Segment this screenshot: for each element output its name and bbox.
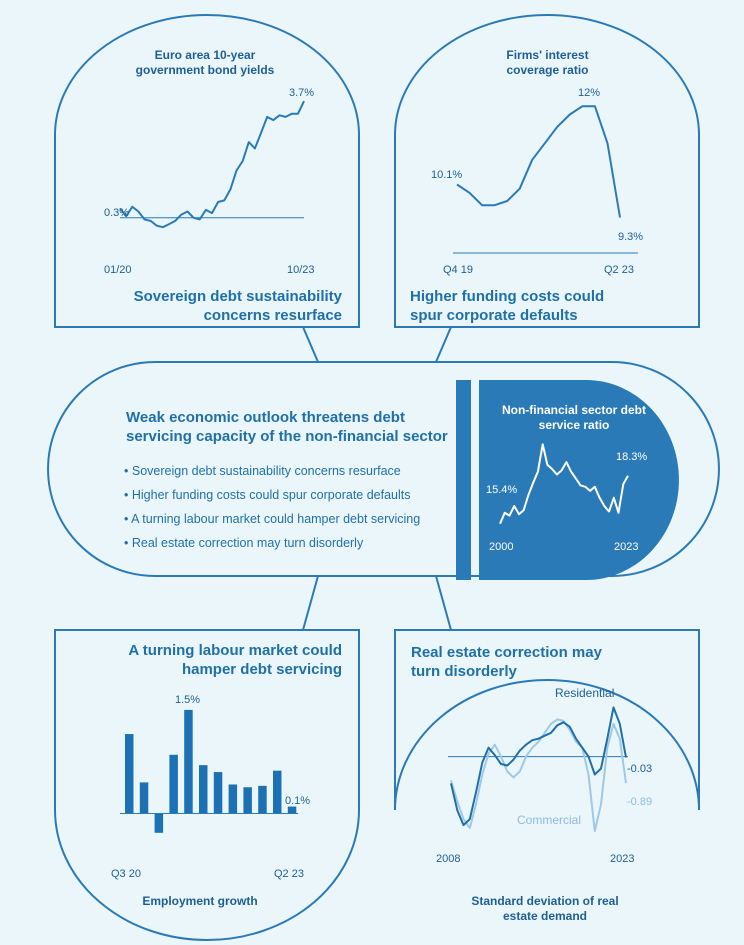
connector-bottom-left: [302, 575, 319, 631]
real-estate-demand-chart: [448, 706, 628, 833]
bond-yields-end-label: 3.7%: [289, 87, 315, 99]
center-bullet-2: • Higher funding costs could spur corpor…: [124, 488, 411, 502]
bond-yields-caption: Sovereign debt sustainability concerns r…: [133, 288, 342, 324]
employment-growth-x-start: Q3 20: [111, 868, 141, 880]
bond-yields-line: [119, 100, 305, 229]
debt-service-ratio-x-end: 2023: [614, 541, 639, 553]
interest-coverage-end-label: 9.3%: [618, 231, 644, 243]
center-bullet-1: • Sovereign debt sustainability concerns…: [124, 464, 401, 478]
employment-growth-bar: [273, 770, 282, 814]
center-pill: [47, 361, 720, 577]
center-bullet-list: • Sovereign debt sustainability concerns…: [124, 459, 454, 555]
bond-yields-start-label: 0.3%: [104, 207, 130, 219]
employment-growth-title: A turning labour market could hamper deb…: [128, 642, 342, 678]
connector-top-left: [302, 326, 319, 363]
interest-coverage-peak-label: 12%: [578, 87, 601, 99]
bond-yields-x-start: 01/20: [104, 264, 132, 276]
employment-growth-bar: [228, 784, 238, 814]
real-estate-caption: Standard deviation of real estate demand: [471, 894, 619, 923]
employment-growth-bar: [258, 785, 267, 814]
real-estate-x-end: 2023: [610, 853, 635, 865]
employment-growth-peak-label: 1.5%: [175, 694, 201, 706]
connector-bottom-right: [435, 575, 452, 631]
commercial-line: [450, 718, 627, 833]
employment-growth-x-end: Q2 23: [274, 868, 304, 880]
center-bullet-3: • A turning labour market could hamper d…: [124, 512, 421, 526]
interest-coverage-x-start: Q4 19: [443, 264, 473, 276]
employment-growth-bar: [199, 765, 208, 814]
employment-growth-bar: [184, 709, 193, 814]
center-bullet-4: • Real estate correction may turn disord…: [124, 536, 364, 550]
debt-service-ratio-x-start: 2000: [489, 541, 514, 553]
interest-coverage-start-label: 10.1%: [431, 169, 463, 181]
center-chart-panel: [479, 380, 679, 580]
commercial-series-label: Commercial: [517, 813, 582, 827]
residential-line: [450, 706, 627, 827]
debt-service-ratio-start-label: 15.4%: [486, 484, 518, 496]
connector-top-right: [435, 326, 452, 363]
center-title: Weak economic outlook threatens debt ser…: [126, 409, 448, 445]
employment-growth-bar: [139, 782, 149, 814]
commercial-end-label: -0.89: [627, 796, 653, 808]
bond-yields-title: Euro area 10-year government bond yields: [135, 48, 275, 77]
employment-growth-end-label: 0.1%: [285, 795, 311, 807]
employment-growth-chart: [120, 709, 298, 833]
debt-service-ratio-chart: [499, 443, 629, 525]
real-estate-x-start: 2008: [436, 853, 461, 865]
debt-service-ratio-title: Non-financial sector debt service ratio: [501, 403, 647, 432]
residential-end-label: -0.03: [627, 763, 653, 775]
interest-coverage-x-end: Q2 23: [604, 264, 634, 276]
real-estate-title: Real estate correction may turn disorder…: [411, 644, 602, 680]
center-divider-bar: [456, 380, 471, 580]
employment-growth-caption: Employment growth: [142, 894, 258, 908]
employment-growth-bar: [213, 772, 223, 814]
bond-yields-chart: [119, 100, 305, 229]
employment-growth-bar: [243, 787, 252, 814]
interest-coverage-caption: Higher funding costs could spur corporat…: [410, 288, 605, 324]
interest-coverage-title: Firms' interest coverage ratio: [506, 48, 589, 77]
top-right-bubble: [394, 14, 700, 328]
residential-series-label: Residential: [555, 686, 615, 700]
bottom-left-bubble: [54, 629, 360, 941]
employment-growth-bar: [169, 754, 178, 814]
employment-growth-bar: [154, 813, 164, 833]
top-left-bubble: [54, 14, 360, 328]
interest-coverage-line: [456, 105, 621, 218]
employment-growth-bar: [125, 734, 134, 814]
interest-coverage-chart: [453, 105, 638, 254]
bottom-right-bubble: [394, 629, 700, 811]
employment-growth-bar: [287, 806, 297, 814]
debt-service-ratio-end-label: 18.3%: [616, 451, 648, 463]
debt-service-ratio-line: [499, 443, 629, 525]
bond-yields-x-end: 10/23: [287, 264, 315, 276]
